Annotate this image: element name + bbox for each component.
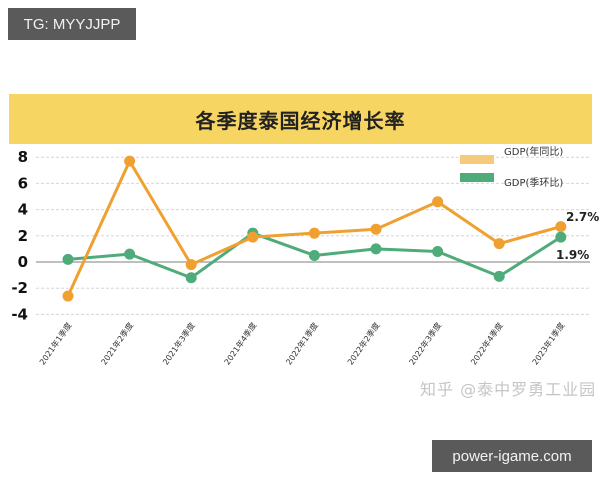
x-tick-label: 2022年3季度 <box>407 320 444 366</box>
data-point-marker <box>185 272 197 284</box>
y-tick-label: -4 <box>11 305 28 323</box>
bottom-tag-text: power-igame.com <box>452 447 572 465</box>
data-point-marker <box>62 253 74 265</box>
x-tick-label: 2021年1季度 <box>37 320 74 366</box>
chart-title: 各季度泰国经济增长率 <box>195 108 406 133</box>
data-point-marker <box>432 246 444 258</box>
top-watermark-tag: TG: MYYJJPP <box>8 8 136 40</box>
data-point-marker <box>370 243 382 255</box>
data-point-marker <box>62 290 74 302</box>
legend-label-qoq: GDP(季环比) <box>504 177 563 189</box>
x-tick-label: 2023年1季度 <box>530 320 567 366</box>
data-point-marker <box>247 231 259 243</box>
data-point-marker <box>370 223 382 235</box>
x-tick-label: 2021年4季度 <box>222 320 259 366</box>
x-tick-label: 2021年2季度 <box>99 320 136 366</box>
x-tick-label: 2022年2季度 <box>345 320 382 366</box>
data-point-marker <box>124 248 136 260</box>
y-tick-label: 4 <box>18 201 28 219</box>
chart-title-band: 各季度泰国经济增长率 <box>9 94 592 144</box>
data-point-marker <box>493 270 505 282</box>
zhihu-watermark: 知乎 @泰中罗勇工业园 <box>420 380 597 399</box>
x-tick-label: 2022年1季度 <box>283 320 320 366</box>
y-tick-label: 2 <box>18 227 28 245</box>
annotation-qoq-last: 1.9% <box>556 248 589 262</box>
top-tag-text: TG: MYYJJPP <box>23 15 121 33</box>
annotation-yoy-last: 2.7% <box>566 210 599 224</box>
y-axis-ticks: 8 6 4 2 0 -2 -4 <box>11 148 28 323</box>
legend: GDP(年同比) GDP(季环比) <box>460 145 563 189</box>
x-axis-labels: 2021年1季度 2021年2季度 2021年3季度 2021年4季度 2022年1季度… <box>37 320 566 366</box>
y-tick-label: 0 <box>18 253 28 271</box>
data-point-marker <box>308 227 320 239</box>
data-point-marker <box>185 259 197 271</box>
gridlines <box>36 156 590 315</box>
x-tick-label: 2021年3季度 <box>160 320 197 366</box>
x-tick-label: 2022年4季度 <box>468 320 505 366</box>
data-point-marker <box>432 196 444 208</box>
y-tick-label: -2 <box>11 279 28 297</box>
data-point-marker <box>308 249 320 261</box>
data-point-marker <box>555 221 567 233</box>
data-point-marker <box>124 155 136 167</box>
y-tick-label: 6 <box>18 174 28 192</box>
legend-swatch-yoy <box>460 155 494 164</box>
series-lines <box>62 155 567 302</box>
bottom-watermark-tag: power-igame.com <box>432 440 592 472</box>
y-tick-label: 8 <box>18 148 28 166</box>
data-point-marker <box>555 231 567 243</box>
legend-swatch-qoq <box>460 173 494 182</box>
data-point-marker <box>493 238 505 250</box>
legend-label-yoy: GDP(年同比) <box>504 145 563 158</box>
